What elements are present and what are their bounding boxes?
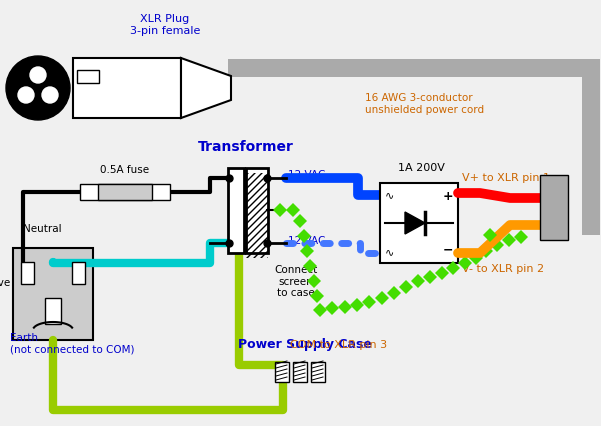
Bar (45, 298, 61, 324)
Bar (246, 168, 268, 253)
Bar (246, 168, 268, 253)
Polygon shape (181, 58, 231, 118)
Bar (246, 168, 268, 253)
Bar (246, 168, 268, 253)
Text: Power Supply Case: Power Supply Case (238, 338, 372, 351)
Bar (21, 262, 34, 284)
Bar (246, 168, 268, 253)
Circle shape (6, 56, 70, 120)
Bar (311, 362, 325, 382)
Bar (293, 362, 307, 382)
Circle shape (42, 87, 58, 103)
Text: +: + (442, 190, 453, 203)
Bar (72, 262, 85, 284)
Bar (246, 168, 268, 253)
Bar (246, 168, 268, 253)
Bar (246, 168, 268, 253)
Bar (540, 175, 568, 240)
Bar (246, 168, 268, 253)
Bar (246, 168, 268, 253)
Circle shape (18, 87, 34, 103)
Text: Connect
screen
to case: Connect screen to case (275, 265, 317, 298)
Text: Live: Live (0, 278, 10, 288)
Polygon shape (405, 212, 425, 234)
Bar (246, 168, 268, 253)
Text: V+ to XLR pin 1: V+ to XLR pin 1 (462, 173, 550, 183)
Text: 1A 200V: 1A 200V (398, 163, 444, 173)
Bar (275, 362, 289, 382)
Bar (246, 168, 268, 253)
Text: COM to XLR pin 3: COM to XLR pin 3 (290, 340, 387, 350)
Text: V- to XLR pin 2: V- to XLR pin 2 (462, 264, 544, 274)
Bar (246, 168, 268, 253)
Bar (582, 59, 600, 235)
Bar (98, 184, 152, 200)
Bar (246, 168, 268, 253)
Bar (228, 168, 244, 253)
Bar (246, 168, 268, 253)
Text: 12 VAC: 12 VAC (288, 236, 325, 246)
Text: Transformer: Transformer (198, 140, 294, 154)
Bar (246, 168, 268, 253)
Text: 12 VAC: 12 VAC (288, 170, 325, 180)
Bar (246, 168, 268, 253)
Bar (246, 168, 268, 253)
Bar (228, 59, 600, 77)
Bar (80, 184, 170, 200)
Bar (77, 70, 99, 83)
Bar (13, 248, 93, 340)
Text: Earth
(not connected to COM): Earth (not connected to COM) (10, 333, 135, 354)
Text: ∿: ∿ (385, 247, 394, 257)
Text: 0.5A fuse: 0.5A fuse (100, 165, 150, 175)
Circle shape (30, 67, 46, 83)
Bar (246, 168, 268, 253)
Text: ∿: ∿ (385, 190, 394, 200)
Bar (246, 168, 268, 253)
Bar (380, 183, 458, 263)
Text: −: − (442, 244, 453, 257)
Bar (246, 168, 268, 253)
Bar (73, 58, 181, 118)
Bar (246, 168, 268, 253)
Bar (246, 168, 268, 253)
Bar (246, 168, 268, 253)
Bar (246, 168, 268, 253)
Bar (246, 168, 268, 253)
Text: 16 AWG 3-conductor
unshielded power cord: 16 AWG 3-conductor unshielded power cord (365, 93, 484, 115)
Bar (246, 168, 268, 253)
Text: XLR Plug
3-pin female: XLR Plug 3-pin female (130, 14, 200, 36)
Bar (246, 168, 268, 253)
Bar (246, 168, 268, 253)
Text: Neutral: Neutral (23, 224, 62, 234)
